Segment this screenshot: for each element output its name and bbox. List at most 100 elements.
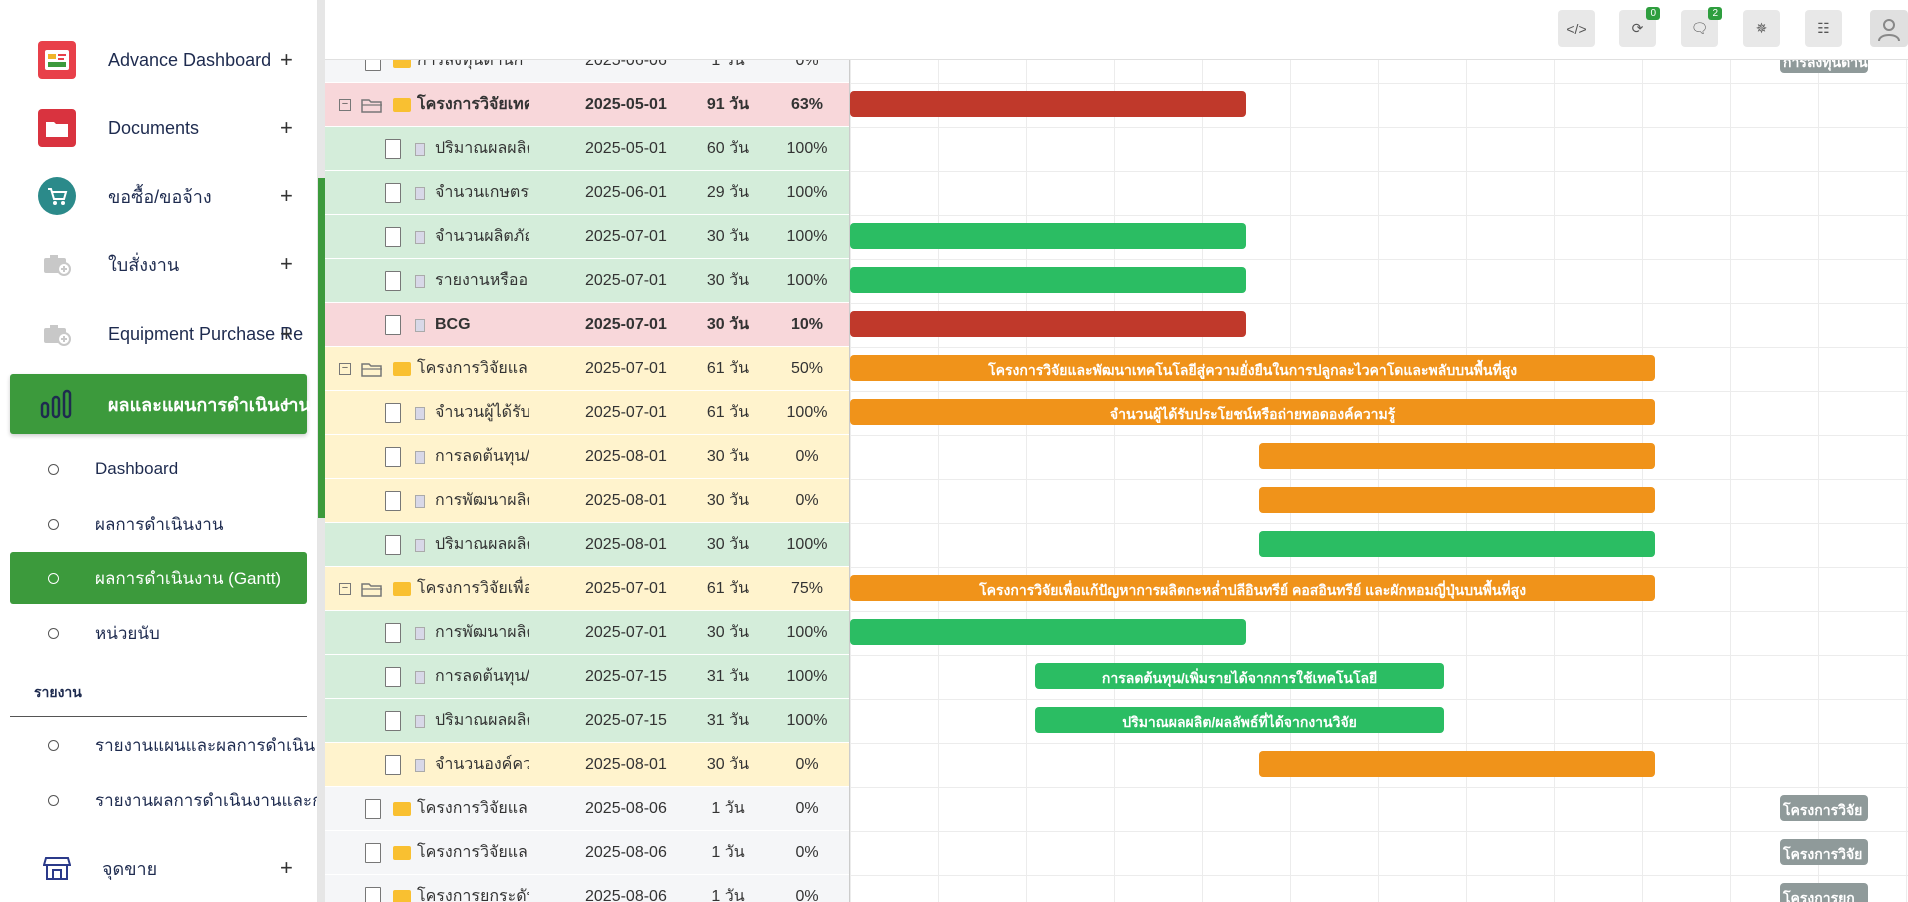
submenu-label: หน่วยนับ — [95, 623, 160, 643]
folder-icon — [38, 109, 76, 147]
gantt-row[interactable]: การลดต้นทุน/เพิ่มราย 2025-07-15 31 วัน 100% — [325, 655, 849, 699]
report-label: รายงานผลการดำเนินงานและก — [95, 790, 318, 810]
duration: 1 วัน — [711, 888, 745, 902]
gantt-row[interactable]: − โครงการวิจัยเทคโนโล 2025-05-01 91 วัน 63% — [325, 83, 849, 127]
user-avatar-button[interactable] — [1870, 10, 1908, 47]
start-date: 2025-07-01 — [585, 228, 667, 245]
gantt-bar[interactable] — [850, 91, 1247, 117]
gantt-row[interactable]: การลงทุนด้านการปลูกพื 2025-06-06 1 วัน 0% — [325, 60, 849, 83]
sidebar-scrollbar-thumb[interactable] — [318, 178, 325, 518]
collapse-toggle-icon[interactable]: − — [339, 583, 351, 595]
submenu-units[interactable]: หน่วยนับ — [10, 612, 307, 654]
progress: 0% — [795, 492, 819, 509]
duration: 30 วัน — [706, 272, 750, 289]
start-date: 2025-08-01 — [585, 756, 667, 773]
expand-icon[interactable]: + — [280, 391, 293, 416]
gantt-row[interactable]: โครงการยกระดับความพ 2025-08-06 1 วัน 0% — [325, 875, 849, 902]
menu-equipment-purchase[interactable]: Equipment Purchase Re + — [10, 304, 307, 364]
gantt-bar[interactable]: การลดต้นทุน/เพิ่มรายได้จากการใช้เทคโนโลย… — [1035, 663, 1445, 689]
gantt-row[interactable]: รายงานหรือองค์ความ 2025-07-01 30 วัน 100% — [325, 259, 849, 303]
document-icon — [415, 143, 425, 156]
submenu-label: ผลการดำเนินงาน (Gantt) — [95, 568, 282, 588]
progress: 0% — [795, 756, 819, 773]
file-icon — [365, 887, 381, 902]
gantt-row[interactable]: จำนวนผู้ได้รับประโยา 2025-07-01 61 วัน 100% — [325, 391, 849, 435]
gantt-bar[interactable] — [850, 223, 1246, 249]
chat-button[interactable]: 🗨 2 — [1681, 7, 1722, 47]
report-plan-performance[interactable]: รายงานแผนและผลการดำเนิน — [10, 724, 315, 766]
menu-purchase-request[interactable]: ขอซื้อ/ขอจ้าง + — [10, 166, 307, 226]
grid-line — [850, 743, 1908, 744]
duration: 61 วัน — [706, 404, 750, 421]
gantt-bar[interactable] — [1259, 531, 1655, 557]
file-icon — [385, 315, 401, 335]
gantt-row[interactable]: จำนวนองค์ความรู้/งา 2025-08-01 30 วัน 0% — [325, 743, 849, 787]
duration: 30 วัน — [706, 624, 750, 641]
file-icon — [385, 403, 401, 423]
progress: 100% — [786, 184, 828, 201]
submenu-label: Dashboard — [95, 459, 179, 478]
translate-button[interactable]: ☷ — [1805, 10, 1842, 47]
expand-icon[interactable]: + — [280, 115, 293, 140]
gantt-bar[interactable]: โครงการยก — [1780, 883, 1868, 902]
circle-icon — [48, 518, 59, 530]
code-button[interactable]: </> — [1558, 10, 1595, 47]
gantt-row[interactable]: โครงการวิจัยและพัฒนา 2025-08-06 1 วัน 0% — [325, 787, 849, 831]
menu-work-order[interactable]: ใบสั่งงาน + — [10, 234, 307, 294]
expand-icon[interactable]: + — [280, 251, 293, 276]
gantt-row[interactable]: − โครงการวิจัยเพื่อแก้ปัญ 2025-07-01 61 วัน… — [325, 567, 849, 611]
bug-icon: ✵ — [1755, 20, 1768, 36]
gantt-bar[interactable]: จำนวนผู้ได้รับประโยชน์หรือถ่ายทอดองค์ควา… — [850, 399, 1656, 425]
gantt-row[interactable]: การลดต้นทุน/เพิ่มราย 2025-08-01 30 วัน 0% — [325, 435, 849, 479]
collapse-toggle-icon[interactable]: − — [339, 99, 351, 111]
gantt-row[interactable]: ปริมาณผลผลิต/ผลลั 2025-07-15 31 วัน 100% — [325, 699, 849, 743]
task-name: รายงานหรือองค์ความ — [435, 272, 529, 289]
task-name: จำนวนองค์ความรู้/งา — [435, 756, 529, 773]
gantt-bar[interactable] — [1259, 487, 1655, 513]
start-date: 2025-08-06 — [585, 844, 667, 861]
gantt-row[interactable]: จำนวนเกษตรกรที่ได้ 2025-06-01 29 วัน 100% — [325, 171, 849, 215]
report-performance-result[interactable]: รายงานผลการดำเนินงานและก — [10, 779, 317, 821]
gantt-bar[interactable] — [850, 311, 1246, 337]
submenu-performance[interactable]: ผลการดำเนินงาน — [10, 503, 307, 545]
gantt-bar[interactable]: โครงการวิจัยและพัฒนาเทคโนโลยีสู่ความยั่ง… — [850, 355, 1656, 381]
document-icon — [415, 319, 425, 332]
bug-button[interactable]: ✵ — [1743, 10, 1780, 47]
submenu-dashboard[interactable]: Dashboard — [10, 448, 307, 490]
expand-icon[interactable]: + — [280, 183, 293, 208]
gantt-bar[interactable]: โครงการวิจัย — [1780, 839, 1868, 865]
open-folder-icon — [361, 583, 382, 597]
menu-label: ผลและแผนการดำเนินงาน — [108, 394, 311, 415]
expand-icon[interactable]: + — [280, 47, 293, 72]
expand-icon[interactable]: + — [280, 321, 293, 346]
file-icon — [385, 183, 401, 203]
gantt-row[interactable]: จำนวนผลิตภัณฑ์กาแ 2025-07-01 30 วัน 100% — [325, 215, 849, 259]
gantt-bar[interactable]: การลงทุนด้าน — [1780, 60, 1868, 73]
gantt-bar[interactable] — [1259, 751, 1655, 777]
history-icon: ⟳ — [1631, 20, 1644, 36]
menu-pos[interactable]: จุดขาย + — [10, 838, 307, 898]
gantt-row[interactable]: ปริมาณผลผลิต/ผลลั 2025-08-01 30 วัน 100% — [325, 523, 849, 567]
gantt-bar[interactable]: โครงการวิจัย — [1780, 795, 1868, 821]
gantt-row[interactable]: − โครงการวิจัยและพัฒนา 2025-07-01 61 วัน 50% — [325, 347, 849, 391]
task-name: ปริมาณผลผลิต/ผลลั — [435, 536, 529, 553]
gantt-bar[interactable] — [1259, 443, 1655, 469]
gantt-bar[interactable] — [850, 619, 1246, 645]
gantt-row[interactable]: BCG 2025-07-01 30 วัน 10% — [325, 303, 849, 347]
gantt-row[interactable]: โครงการวิจัยและพัฒนา 2025-08-06 1 วัน 0% — [325, 831, 849, 875]
expand-icon[interactable]: + — [280, 855, 293, 880]
gantt-row[interactable]: ปริมาณผลผลิตกาแฟ 2025-05-01 60 วัน 100% — [325, 127, 849, 171]
gantt-bar[interactable]: ปริมาณผลผลิต/ผลลัพธ์ที่ได้จากงานวิจัย — [1035, 707, 1445, 733]
progress: 100% — [786, 404, 828, 421]
history-button[interactable]: ⟳ 0 — [1619, 7, 1660, 47]
gantt-bar[interactable]: โครงการวิจัยเพื่อแก้ปัญหาการผลิตกะหล่ำปล… — [850, 575, 1656, 601]
menu-documents[interactable]: Documents + — [10, 98, 307, 158]
submenu-performance-gantt[interactable]: ผลการดำเนินงาน (Gantt) — [10, 552, 307, 604]
dashboard-icon — [38, 41, 76, 79]
gantt-row[interactable]: การพัฒนาผลิตภัณฑ์(2025-08-01 30 วัน 0% — [325, 479, 849, 523]
menu-performance-plan[interactable]: ผลและแผนการดำเนินงาน + — [10, 374, 311, 434]
menu-advance-dashboard[interactable]: Advance Dashboard + — [10, 30, 307, 90]
gantt-row[interactable]: การพัฒนาผลิตภัณฑ์(2025-07-01 30 วัน 100% — [325, 611, 849, 655]
gantt-bar[interactable] — [850, 267, 1246, 293]
collapse-toggle-icon[interactable]: − — [339, 363, 351, 375]
